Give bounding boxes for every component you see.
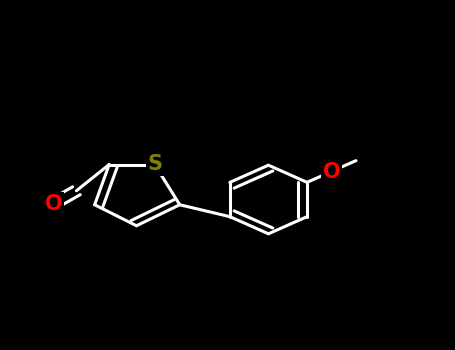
Text: S: S: [147, 154, 162, 175]
Text: O: O: [45, 194, 62, 214]
Text: O: O: [323, 161, 340, 182]
